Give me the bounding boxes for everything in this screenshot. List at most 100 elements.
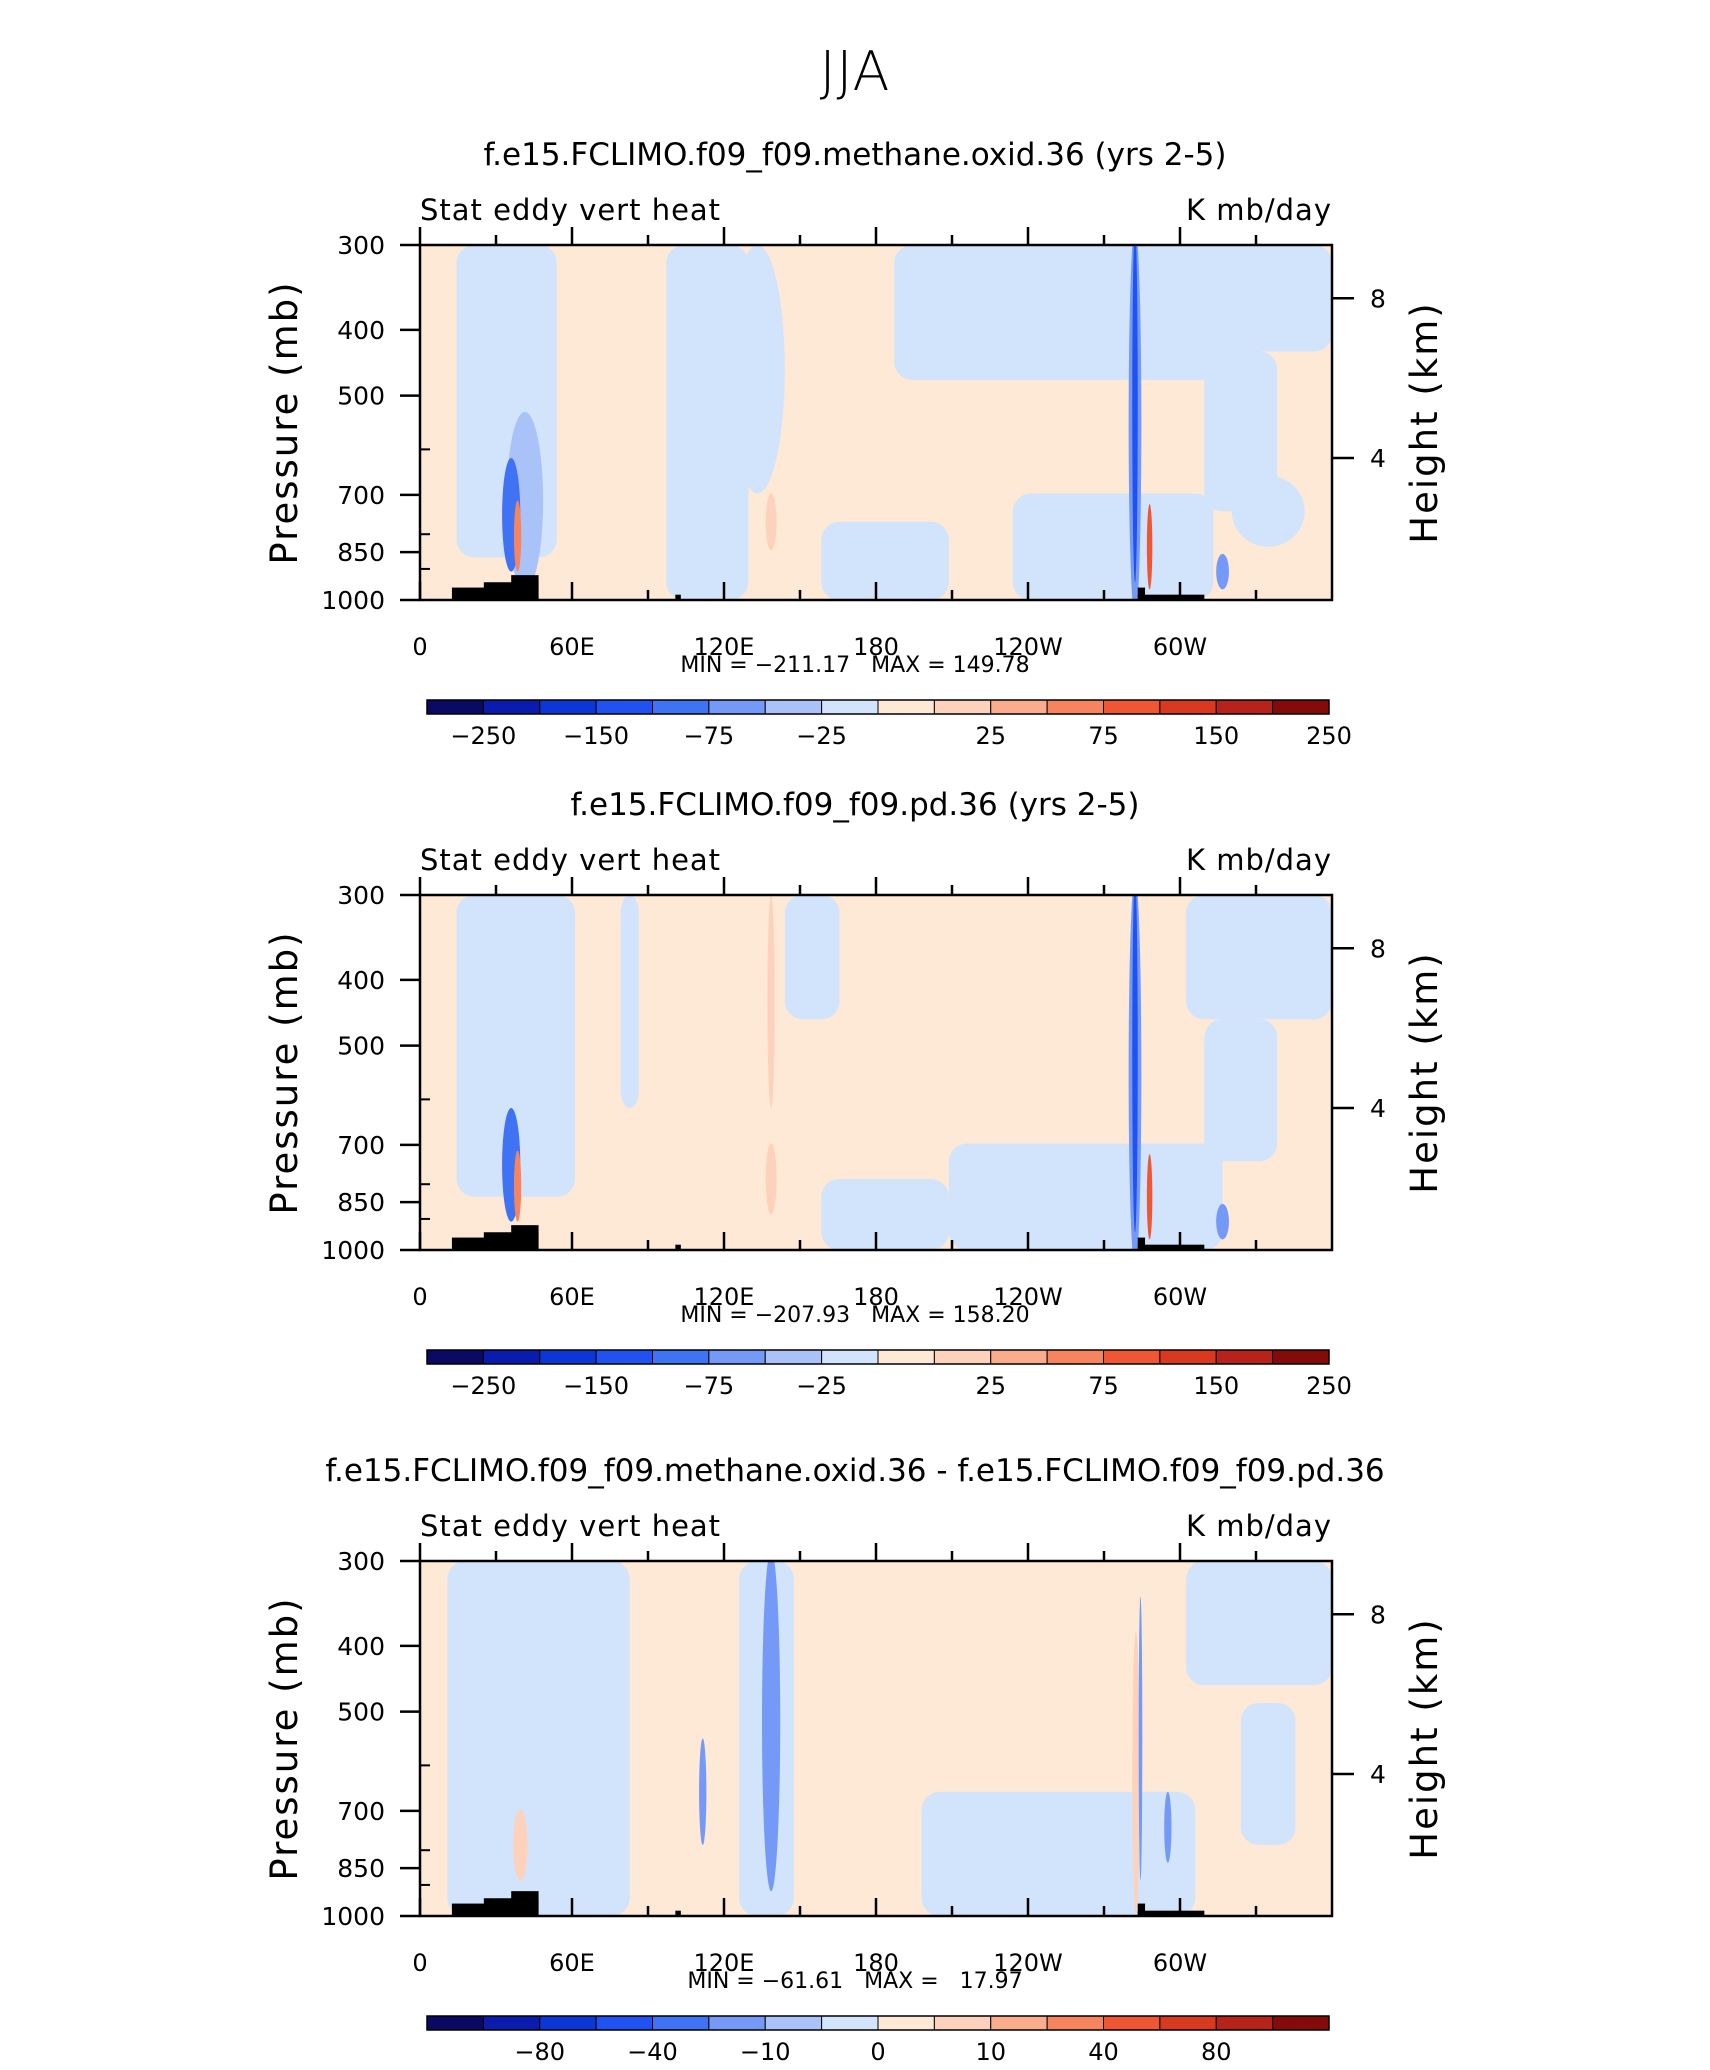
field-feature: [765, 493, 777, 551]
y-tick-label: 300: [337, 231, 385, 260]
x-tick-label: 0: [412, 1949, 427, 1977]
colorbar-label: 75: [1088, 1372, 1119, 1400]
colorbar-swatch: [426, 1349, 484, 1365]
y-axis-label: Pressure (mb): [263, 280, 306, 564]
field-region: [921, 1791, 1196, 1916]
field-feature: [1132, 895, 1138, 1233]
field-feature: [1164, 1791, 1172, 1863]
colorbar-label: 25: [975, 722, 1006, 750]
colorbar-label: −250: [450, 722, 516, 750]
topography: [1137, 1903, 1146, 1916]
colorbar-label: 40: [1088, 2038, 1119, 2066]
y-tick-label: 400: [337, 316, 385, 345]
colorbar-swatch: [821, 2015, 879, 2031]
colorbar-label: −75: [684, 722, 735, 750]
field-feature: [765, 1143, 777, 1215]
topography: [524, 1232, 539, 1250]
colorbar: [426, 2015, 1330, 2031]
x-tick-label: 120W: [993, 1283, 1063, 1311]
colorbar-swatch: [1215, 2015, 1274, 2031]
y-tick-label: 850: [337, 1854, 385, 1883]
colorbar-frame: [426, 1349, 1330, 1365]
topography: [675, 1910, 681, 1916]
panel-methane-oxid: f.e15.FCLIMO.f09_f09.methane.oxid.36 (yr…: [263, 137, 1446, 750]
field-region: [1186, 895, 1332, 1020]
y-axis-label: Pressure (mb): [263, 1596, 306, 1880]
colorbar-label: −10: [740, 2038, 791, 2066]
colorbar-swatch: [877, 2015, 935, 2031]
y-tick-label: 400: [337, 966, 385, 995]
x-tick-label: 120W: [993, 1949, 1063, 1977]
colorbar-swatch: [595, 699, 653, 715]
colorbar-label: 75: [1088, 722, 1119, 750]
topography: [1137, 587, 1146, 600]
colorbar-label: 250: [1306, 1372, 1352, 1400]
left-label: Stat eddy vert heat: [420, 193, 721, 227]
y-tick-label: 1000: [321, 586, 385, 615]
colorbar-swatch: [764, 699, 823, 715]
min-max-stats: MIN = −211.17 MAX = 149.78: [680, 653, 1029, 678]
field-feature: [1138, 1596, 1143, 1881]
x-tick-label: 120E: [694, 1949, 755, 1977]
field-feature: [1216, 553, 1229, 590]
right-label: K mb/day: [1186, 1509, 1332, 1543]
y-tick-label: 400: [337, 1632, 385, 1661]
heatmap-field: [420, 895, 1332, 1250]
y-right-tick-label: 8: [1370, 284, 1386, 313]
field-feature: [513, 1150, 522, 1222]
left-label: Stat eddy vert heat: [420, 1509, 721, 1543]
colorbar-label: −25: [796, 1372, 847, 1400]
left-label: Stat eddy vert heat: [420, 843, 721, 877]
colorbar-label: 0: [870, 2038, 885, 2066]
colorbar-swatch: [933, 1349, 992, 1365]
field-region: [821, 521, 949, 600]
field-feature: [767, 895, 775, 1108]
colorbar-swatch: [1272, 2015, 1330, 2031]
y-axis-label-right: Height (km): [1403, 951, 1446, 1193]
colorbar-label: −75: [684, 1372, 735, 1400]
colorbar-swatch: [877, 699, 935, 715]
colorbar-frame: [426, 2015, 1330, 2031]
right-label: K mb/day: [1186, 193, 1332, 227]
x-tick-label: 120E: [694, 1283, 755, 1311]
colorbar-label: −150: [563, 1372, 629, 1400]
colorbar-label: 80: [1201, 2038, 1232, 2066]
colorbar-label: −250: [450, 1372, 516, 1400]
field-region: [1204, 1019, 1278, 1162]
field-feature: [730, 245, 785, 494]
topography: [1137, 1244, 1205, 1250]
colorbar-swatch: [1046, 2015, 1104, 2031]
y-tick-label: 1000: [321, 1236, 385, 1265]
panel-title: f.e15.FCLIMO.f09_f09.methane.oxid.36 (yr…: [484, 137, 1227, 173]
field-region: [784, 895, 840, 1020]
x-tick-label: 60W: [1153, 633, 1207, 661]
colorbar-swatch: [482, 699, 541, 715]
colorbar-label: −40: [627, 2038, 678, 2066]
colorbar: [426, 1349, 1330, 1365]
panel-pd: f.e15.FCLIMO.f09_f09.pd.36 (yrs 2-5) Stat…: [263, 787, 1446, 1400]
field-region: [620, 895, 639, 1108]
y-axis-label: Pressure (mb): [263, 930, 306, 1214]
x-tick-label: 60W: [1153, 1949, 1207, 1977]
colorbar-label: −25: [796, 722, 847, 750]
field-feature: [762, 1561, 781, 1892]
colorbar-label: −80: [514, 2038, 565, 2066]
colorbar-swatch: [821, 1349, 879, 1365]
colorbar-swatch: [652, 699, 710, 715]
field-feature: [1132, 245, 1138, 583]
right-label: K mb/day: [1186, 843, 1332, 877]
x-tick-label: 60E: [549, 1949, 595, 1977]
x-tick-label: 120E: [694, 633, 755, 661]
colorbar-swatch: [877, 1349, 935, 1365]
colorbar-swatch: [933, 699, 992, 715]
y-tick-label: 700: [337, 1131, 385, 1160]
field-feature: [1132, 1632, 1140, 1916]
colorbar-swatch: [990, 699, 1048, 715]
x-tick-label: 0: [412, 633, 427, 661]
colorbar-swatch: [708, 2015, 766, 2031]
colorbar-swatch: [1103, 1349, 1161, 1365]
colorbar-swatch: [426, 2015, 484, 2031]
x-tick-label: 180: [853, 633, 899, 661]
topography: [524, 582, 539, 600]
